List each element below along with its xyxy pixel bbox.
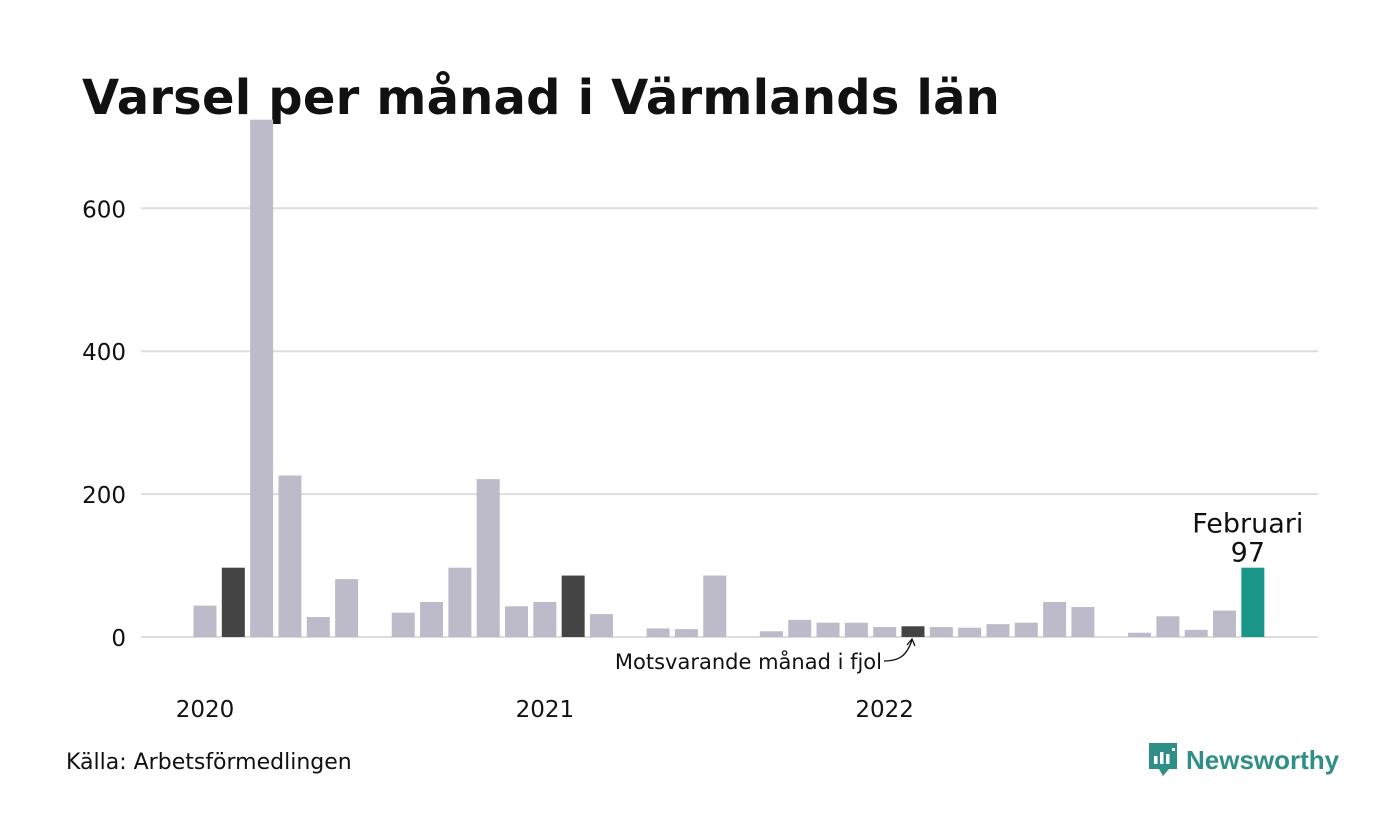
grid-lines [141, 207, 1318, 638]
bar [703, 575, 727, 637]
chart-title: Varsel per månad i Värmlands län [82, 70, 1001, 126]
bar [533, 601, 557, 637]
source-note: Källa: Arbetsförmedlingen [66, 750, 352, 775]
brand-name: Newsworthy [1186, 744, 1340, 775]
bar-same-month-last-year [901, 626, 925, 637]
x-axis-ticks: 2020 2021 2022 [176, 697, 914, 723]
x-tick-label: 2020 [176, 697, 235, 723]
bar [476, 479, 500, 637]
bar [420, 601, 444, 637]
bar [505, 606, 529, 637]
bar [306, 616, 330, 637]
bar [391, 612, 415, 637]
brand-logo: Newsworthy [1148, 742, 1339, 778]
last-year-annotation: Motsvarande månad i fjol [615, 649, 882, 674]
y-tick-label: 200 [82, 483, 126, 509]
bar [788, 619, 812, 637]
bar-current-month [1241, 567, 1265, 637]
current-month-value: 97 [1231, 538, 1265, 569]
bar [1213, 610, 1237, 637]
bar [844, 622, 868, 637]
bar [278, 475, 302, 637]
newsworthy-logo-icon [1149, 743, 1177, 776]
bar [929, 626, 953, 637]
bar-same-month-last-year [561, 575, 585, 637]
bar [986, 624, 1010, 637]
bar [193, 605, 217, 637]
bar [1071, 606, 1095, 637]
bar-same-month-last-year [221, 567, 245, 637]
bar [816, 622, 840, 637]
bar [335, 579, 359, 637]
annotation-arrow [883, 639, 913, 662]
bar [1156, 616, 1180, 637]
bar [250, 119, 274, 638]
y-tick-label: 600 [82, 197, 126, 223]
bar [1014, 622, 1038, 637]
bar [1184, 629, 1208, 637]
bar [646, 628, 670, 637]
y-axis-ticks: 0 200 400 600 [82, 197, 126, 652]
bar [1128, 632, 1152, 637]
bar [589, 614, 613, 637]
y-tick-label: 0 [111, 626, 126, 652]
current-month-label: Februari [1192, 509, 1303, 540]
y-tick-label: 400 [82, 340, 126, 366]
bar [873, 626, 897, 637]
x-tick-label: 2021 [516, 697, 575, 723]
bar [958, 627, 982, 637]
bars [193, 119, 1265, 638]
bar [674, 629, 698, 637]
bar [448, 567, 472, 637]
x-tick-label: 2022 [855, 697, 914, 723]
annotation-arrowhead [906, 637, 916, 647]
bar [759, 631, 783, 637]
bar [1043, 601, 1067, 637]
